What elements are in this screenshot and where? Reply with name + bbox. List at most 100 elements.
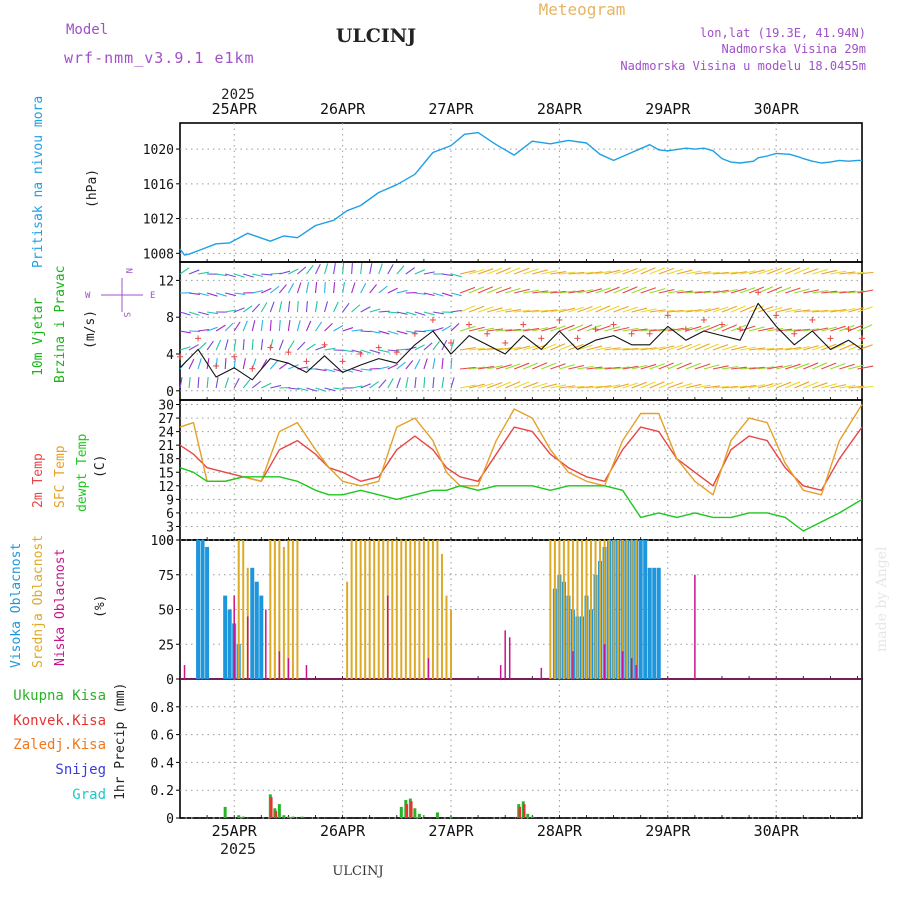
precip-unit: 1hr Precip (mm): [113, 683, 128, 800]
wind-arrow: [459, 346, 476, 351]
wind-arrow: [667, 344, 684, 351]
wind-arrow: [514, 288, 530, 294]
wind-arrow: [514, 362, 530, 370]
mid-cloud-bar: [571, 540, 574, 679]
mid-cloud-bar: [549, 540, 552, 679]
wind-arrow: [324, 368, 336, 373]
wind-arrow: [821, 290, 838, 294]
wind-arrow: [486, 267, 503, 275]
wind-arrow: [613, 286, 629, 294]
mid-cloud-bar: [418, 540, 421, 679]
wind-arrow: [541, 270, 558, 275]
mid-cloud-bar: [427, 540, 430, 679]
wind-arrow: [541, 290, 558, 294]
wind-arrow: [595, 366, 612, 370]
total-precip-bar: [399, 806, 403, 818]
wind-arrow: [233, 307, 245, 313]
wind-arrow: [305, 282, 310, 294]
wind-arrow: [269, 360, 278, 370]
wind-arrow: [631, 307, 648, 313]
wind-arrow: [197, 292, 209, 297]
wind-arrow: [360, 306, 371, 313]
mid-cloud-bar: [382, 540, 385, 679]
wind-arrow: [694, 271, 711, 275]
temperature-ytick-label: 15: [158, 466, 174, 481]
wind-arrow: [776, 328, 793, 332]
high-cloud-bar: [254, 581, 259, 679]
wind-arrow: [369, 308, 381, 313]
wind-arrow: [785, 363, 801, 370]
wind-arrow: [279, 362, 289, 370]
wind-arrow: [739, 346, 756, 351]
wind-arrow: [676, 382, 693, 389]
temp-dewpt-line: [179, 467, 863, 532]
wind-arrow: [450, 377, 455, 389]
wind-arrow: [830, 308, 847, 313]
wind-arrow: [803, 289, 820, 294]
wind-arrow: [261, 273, 273, 276]
cloud-unit: (%): [93, 595, 108, 618]
wind-arrow: [314, 282, 318, 294]
wind-arrow: [414, 358, 421, 370]
wind-arrow: [595, 346, 612, 351]
wind-arrow: [333, 281, 336, 294]
wind-arrow: [649, 288, 666, 294]
pressure-ytick-label: 1020: [143, 143, 174, 158]
wind-arrow: [694, 343, 710, 351]
wind-arrow: [468, 286, 485, 294]
wind-arrow: [188, 292, 201, 295]
wind-arrow: [378, 263, 383, 275]
wind-arrow: [360, 282, 367, 294]
wind-arrow: [224, 377, 229, 389]
wind-arrow: [459, 286, 476, 294]
wind-arrow: [468, 268, 485, 275]
wind-arrow: [369, 284, 378, 294]
mid-cloud-bar: [287, 540, 290, 679]
wind-arrow: [414, 330, 426, 333]
conv-precip-bar: [274, 811, 278, 818]
wind-arrow: [306, 343, 316, 351]
wind-arrow: [342, 327, 354, 332]
precipitation-ytick-label: 0.4: [151, 756, 175, 771]
temperature-ytick-label: 0: [166, 534, 174, 549]
cloud_cover-ytick-label: 50: [158, 604, 174, 619]
temp-dew-label: dewpt Temp: [75, 434, 90, 512]
pressure-ytick-label: 1012: [143, 213, 174, 228]
wind-arrow: [278, 319, 281, 332]
wind-arrow: [857, 306, 873, 313]
wind-arrow: [739, 270, 756, 275]
cloud-low-label: Niska Oblacnost: [53, 549, 68, 666]
wind-arrow: [288, 387, 300, 390]
wind-arrow: [559, 364, 575, 370]
wind-arrow: [477, 306, 494, 313]
wind-arrow: [278, 339, 284, 351]
wind-arrow: [179, 330, 191, 334]
wind-arrow: [622, 327, 639, 332]
wind-arrow: [432, 292, 444, 297]
wind-arrow: [233, 377, 240, 389]
wind-arrow: [188, 358, 195, 370]
wind-arrow: [351, 385, 363, 389]
wind-arrow: [577, 289, 594, 294]
wind-arrow: [532, 327, 549, 332]
wind-arrow: [486, 307, 503, 313]
wind-arrow: [252, 290, 264, 294]
wind-arrow: [712, 289, 729, 294]
mid-cloud-bar: [242, 540, 245, 679]
wind-arrow: [776, 364, 792, 370]
wind-arrow: [387, 264, 394, 275]
wind-arrow: [270, 384, 282, 389]
wind-arrow: [532, 309, 549, 313]
high-cloud-bar: [250, 567, 255, 679]
wind-arrow: [812, 268, 828, 275]
wind-label-1: 10m Vjetar: [31, 298, 46, 376]
wind-arrow: [640, 267, 656, 275]
wind-arrow: [432, 376, 435, 389]
wind-arrow: [586, 288, 603, 294]
wind-arrow: [658, 309, 675, 313]
wind-arrow: [694, 384, 711, 389]
wind-arrow: [297, 341, 306, 351]
wind-arrow: [631, 364, 648, 370]
wind-arrow: [504, 267, 521, 275]
wind-arrow: [495, 287, 512, 294]
